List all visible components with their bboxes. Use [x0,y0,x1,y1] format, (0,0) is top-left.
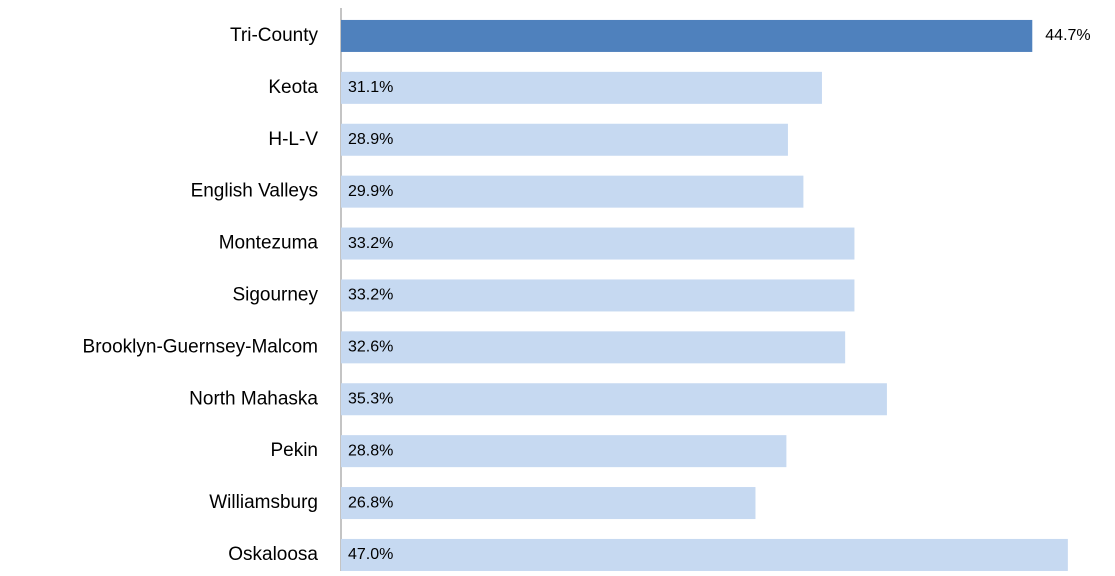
bar [341,71,822,104]
bar [341,19,1033,52]
data-label: 26.8% [348,494,393,511]
category-label: H-L-V [268,129,318,150]
category-label: Keota [268,77,318,98]
bar [341,227,855,260]
bar [341,123,788,156]
data-label: 28.9% [348,131,393,148]
data-label: 44.7% [1045,27,1090,44]
data-label: 31.1% [348,79,393,96]
bar [341,175,804,208]
category-label: Sigourney [232,284,318,305]
data-label: 29.9% [348,183,393,200]
category-label: Montezuma [219,233,319,254]
category-label: Oskaloosa [228,544,318,565]
data-label: 32.6% [348,339,393,356]
category-label: Pekin [270,440,318,461]
data-label: 47.0% [348,546,393,563]
category-label: Williamsburg [209,492,318,513]
bar [341,279,855,312]
data-label: 28.8% [348,442,393,459]
bar [341,487,756,520]
bar [341,331,846,364]
bar [341,538,1068,571]
data-label: 33.2% [348,287,393,304]
category-label: North Mahaska [189,388,318,409]
category-label: English Valleys [191,181,318,202]
data-label: 33.2% [348,235,393,252]
bar [341,383,887,416]
category-label: Brooklyn-Guernsey-Malcom [83,336,318,357]
category-label: Tri-County [230,25,318,46]
bar [341,435,787,468]
data-label: 35.3% [348,390,393,407]
